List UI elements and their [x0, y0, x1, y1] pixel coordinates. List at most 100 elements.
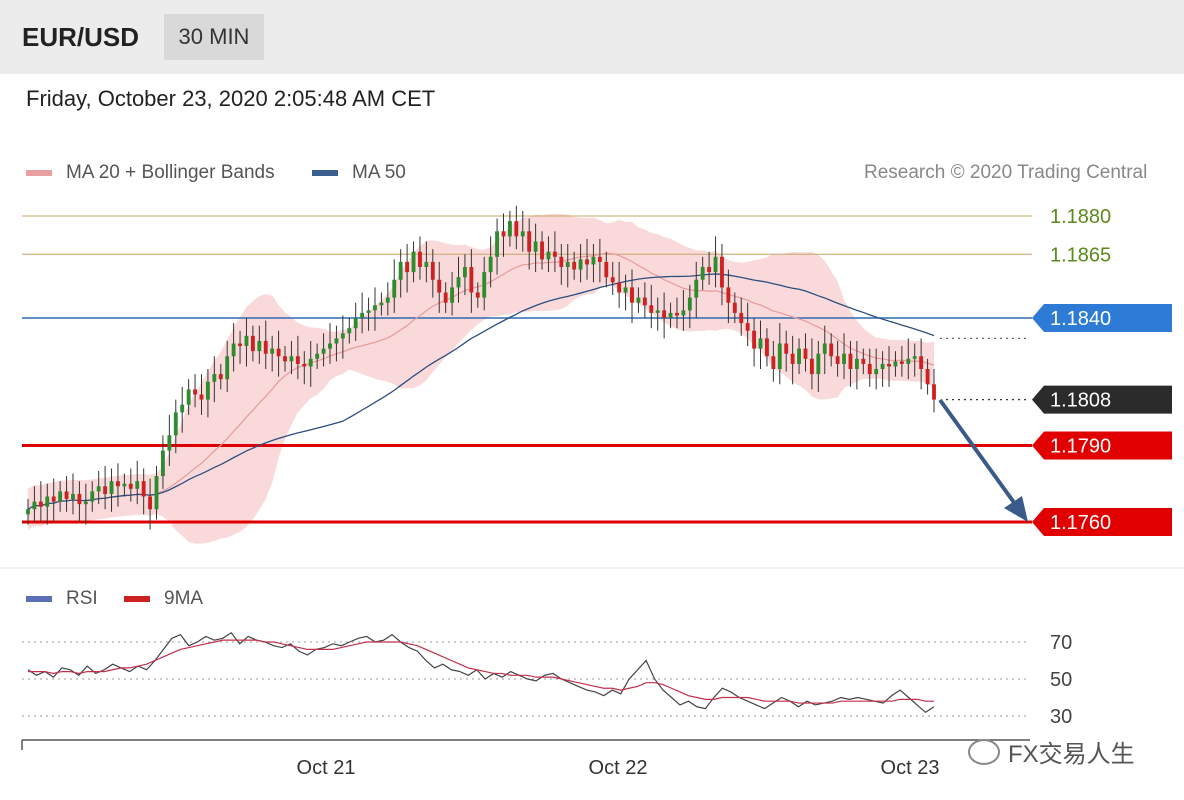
time-axis: Oct 21 Oct 22 Oct 23 [21, 739, 1030, 779]
candle-body [681, 310, 686, 316]
candle-body [58, 491, 63, 502]
candle-body [630, 287, 634, 303]
candle-body [360, 312, 365, 318]
price-level-label: 1.1880 [1050, 206, 1111, 228]
candle-body [559, 256, 564, 267]
legend-label-ma50: MA 50 [352, 162, 406, 183]
candle-body [842, 353, 846, 364]
candle-body [373, 305, 377, 311]
projection-arrowhead [1004, 496, 1028, 522]
candle-body [302, 363, 307, 367]
candle-body [700, 267, 705, 280]
candle-body [276, 348, 281, 357]
candle-body [430, 261, 435, 280]
price-level-label: 1.1760 [1050, 512, 1111, 534]
candle-body [443, 292, 448, 303]
candle-body [765, 338, 769, 357]
legend-item-9ma: 9MA [124, 588, 203, 610]
candle-body [173, 412, 178, 436]
candle-body [829, 343, 834, 357]
candle-body [655, 310, 660, 313]
candle-body [649, 305, 654, 313]
price-level-tag [1032, 304, 1172, 332]
candle-body [546, 251, 551, 260]
rsi-chart: 70 50 30 [22, 631, 1072, 728]
candle-body [90, 491, 95, 502]
candle-body [758, 338, 763, 349]
timeframe-button[interactable]: 30 MIN [164, 14, 264, 60]
candle-body [899, 361, 904, 364]
candle-body [623, 287, 628, 293]
candle-body [186, 389, 191, 405]
candle-body [591, 256, 596, 265]
candle-body [437, 279, 442, 293]
candle-body [405, 261, 410, 273]
candle-body [456, 277, 461, 288]
candle-body [552, 251, 557, 257]
candle-body [450, 287, 455, 303]
candle-body [687, 297, 692, 311]
candle-body [707, 267, 712, 273]
candle-body [912, 356, 917, 359]
candle-body [212, 374, 217, 382]
ma20-line [27, 252, 935, 510]
candle-body [64, 491, 69, 500]
candle-body [777, 343, 782, 369]
candle-body [463, 267, 467, 278]
candle-body [848, 353, 853, 369]
candle-body [745, 323, 750, 331]
candle-body [379, 302, 384, 306]
candle-body [540, 241, 544, 260]
candle-body [122, 483, 127, 487]
bollinger-band [28, 213, 934, 544]
candle-body [161, 450, 165, 477]
price-level-tag [1032, 385, 1172, 414]
price-level-tag [1032, 508, 1172, 536]
legend-label-ma20: MA 20 + Bollinger Bands [66, 162, 275, 183]
candle-body [867, 363, 872, 375]
rsi-tick-label: 30 [1050, 706, 1072, 728]
candle-body [752, 330, 757, 349]
candle-body [668, 312, 673, 318]
candle-body [128, 483, 133, 489]
price-level-label: 1.1808 [1050, 390, 1111, 412]
candle-body [116, 481, 120, 487]
candle-body [244, 335, 249, 347]
candle-body [135, 481, 140, 489]
watermark: FX交易人生 [968, 734, 1135, 769]
candle-body [398, 261, 403, 280]
candle-body [71, 493, 75, 500]
legend-swatch-rsi [26, 596, 52, 602]
candle-body [662, 310, 667, 318]
candle-body [880, 363, 885, 369]
candle-body [925, 369, 930, 385]
price-level-label: 1.1865 [1050, 244, 1111, 266]
rsi-series-9ma [28, 639, 934, 704]
candle-body [38, 501, 43, 507]
candle-body [565, 261, 570, 267]
candle-body [482, 272, 487, 298]
candle-body [797, 348, 801, 364]
candle-body [790, 353, 795, 364]
candle-body [418, 251, 422, 267]
copyright-text: Research © 2020 Trading Central [864, 162, 1148, 183]
candle-body [141, 481, 146, 497]
candle-body [77, 493, 82, 505]
legend-swatch-9ma [124, 596, 150, 602]
candle-body [861, 358, 866, 364]
candle-body [340, 333, 345, 339]
candle-body [315, 353, 320, 359]
rsi-tick-label: 70 [1050, 632, 1072, 654]
candle-body [154, 476, 159, 510]
chart-header: EUR/USD 30 MIN [0, 0, 1184, 74]
legend-item-ma50: MA 50 [312, 162, 406, 184]
candle-body [205, 381, 210, 400]
rsi-series-rsi [27, 631, 935, 714]
legend-label-9ma: 9MA [164, 588, 204, 609]
candle-body [180, 404, 185, 413]
candle-body [347, 328, 352, 334]
candle-body [26, 509, 30, 515]
candle-body [893, 361, 898, 367]
candle-body [385, 297, 390, 303]
candle-body [604, 261, 609, 278]
